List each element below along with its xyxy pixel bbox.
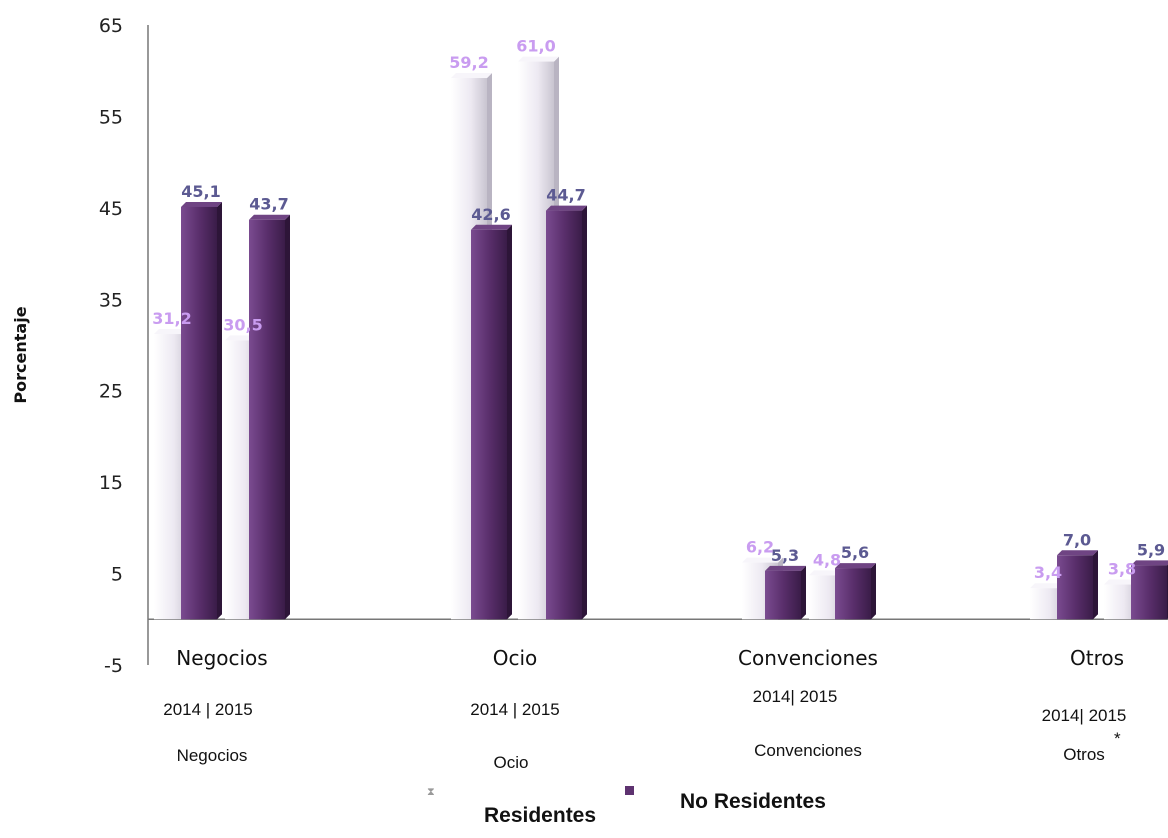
y-tick-label: 5 (111, 564, 123, 586)
data-label: 31,2 (152, 309, 191, 328)
bar-no-residentes-2014 (765, 565, 806, 620)
bar-no-residentes-2015-face (546, 210, 582, 620)
bar-no-residentes-2015-side (285, 214, 290, 620)
bar-no-residentes-2015-side (871, 563, 876, 620)
data-label: 43,7 (249, 195, 288, 214)
bar-no-residentes-2014-side (801, 565, 806, 620)
bar-no-residentes-2015-face (1131, 565, 1167, 620)
bar-residentes-2014-top (742, 557, 783, 563)
data-label: 6,2 (746, 538, 774, 557)
legend-item-residentes: ⧗ Residentes (427, 785, 596, 827)
data-label: 3,8 (1108, 560, 1136, 579)
y-axis-label: Porcentaje (11, 306, 30, 403)
category-label: Otros (1070, 646, 1124, 670)
y-tick-label: 35 (99, 289, 123, 311)
data-label: 5,3 (771, 546, 799, 565)
legend-label-no-residentes: No Residentes (680, 790, 826, 813)
asterisk-note: * (1114, 729, 1121, 748)
data-label: 5,6 (841, 543, 869, 562)
bar-no-residentes-2014-face (181, 206, 217, 620)
data-label: 30,5 (223, 315, 262, 334)
bar-no-residentes-2014-top (1057, 550, 1098, 556)
bar-no-residentes-2014 (181, 201, 222, 620)
years-label: 2014 | 2015 (163, 700, 253, 719)
legend: ⧗ Residentes No Residentes (427, 785, 826, 827)
legend-item-no-residentes: No Residentes (625, 786, 826, 813)
bar-residentes-2015-top (518, 56, 559, 62)
bar-no-residentes-2014-face (471, 229, 507, 620)
bar-no-residentes-2015-top (546, 205, 587, 211)
data-label: 7,0 (1063, 530, 1091, 549)
category-label: Convenciones (738, 646, 878, 670)
bar-no-residentes-2015 (835, 563, 876, 620)
data-label: 44,7 (546, 186, 585, 205)
bar-no-residentes-2015 (546, 205, 587, 620)
bar-no-residentes-2015-face (249, 219, 285, 620)
bar-no-residentes-2015-face (835, 568, 871, 620)
y-tick-label: 65 (99, 15, 123, 37)
data-label: 4,8 (813, 550, 841, 569)
years-label: 2014 | 2015 (470, 700, 560, 719)
category-label: Negocios (176, 646, 267, 670)
bar-no-residentes-2015-top (1131, 560, 1168, 566)
data-label: 42,6 (471, 205, 510, 224)
legend-label-residentes: Residentes (484, 804, 596, 827)
category-sublabel: Ocio (494, 753, 529, 772)
legend-swatch-residentes: ⧗ (427, 785, 435, 798)
data-label: 61,0 (516, 37, 555, 56)
bar-no-residentes-2014-side (217, 201, 222, 620)
bar-no-residentes-2014 (471, 224, 512, 620)
legend-swatch-no-residentes (625, 786, 634, 795)
category-sublabel: Negocios (177, 746, 248, 765)
bar-no-residentes-2014-top (471, 224, 512, 230)
y-tick-label: 15 (99, 472, 123, 494)
bar-no-residentes-2014-top (181, 201, 222, 207)
years-label: 2014| 2015 (753, 687, 838, 706)
category-sublabel: Otros (1063, 745, 1105, 764)
bar-no-residentes-2015 (1131, 560, 1168, 620)
bar-no-residentes-2014 (1057, 550, 1098, 620)
y-tick-label: -5 (104, 655, 123, 677)
bar-no-residentes-2014-face (1057, 555, 1093, 620)
bar-no-residentes-2014-top (765, 565, 806, 571)
y-tick-label: 25 (99, 381, 123, 403)
bar-no-residentes-2015-side (582, 205, 587, 620)
bar-no-residentes-2014-side (1093, 550, 1098, 620)
data-label: 59,2 (449, 53, 488, 72)
years-label: 2014| 2015 (1042, 706, 1127, 725)
category-label: Ocio (493, 646, 538, 670)
bar-no-residentes-2014-face (765, 570, 801, 620)
y-tick-label: 55 (99, 106, 123, 128)
category-sublabel: Convenciones (754, 741, 862, 760)
data-label: 3,4 (1034, 563, 1062, 582)
bar-no-residentes-2015-top (249, 214, 290, 220)
bar-no-residentes-2015 (249, 214, 290, 620)
y-tick-label: 45 (99, 198, 123, 220)
bar-no-residentes-2015-top (835, 563, 876, 569)
bar-residentes-2014-top (451, 73, 492, 79)
data-label: 5,9 (1137, 540, 1165, 559)
bar-no-residentes-2014-side (507, 224, 512, 620)
data-label: 45,1 (181, 182, 220, 201)
